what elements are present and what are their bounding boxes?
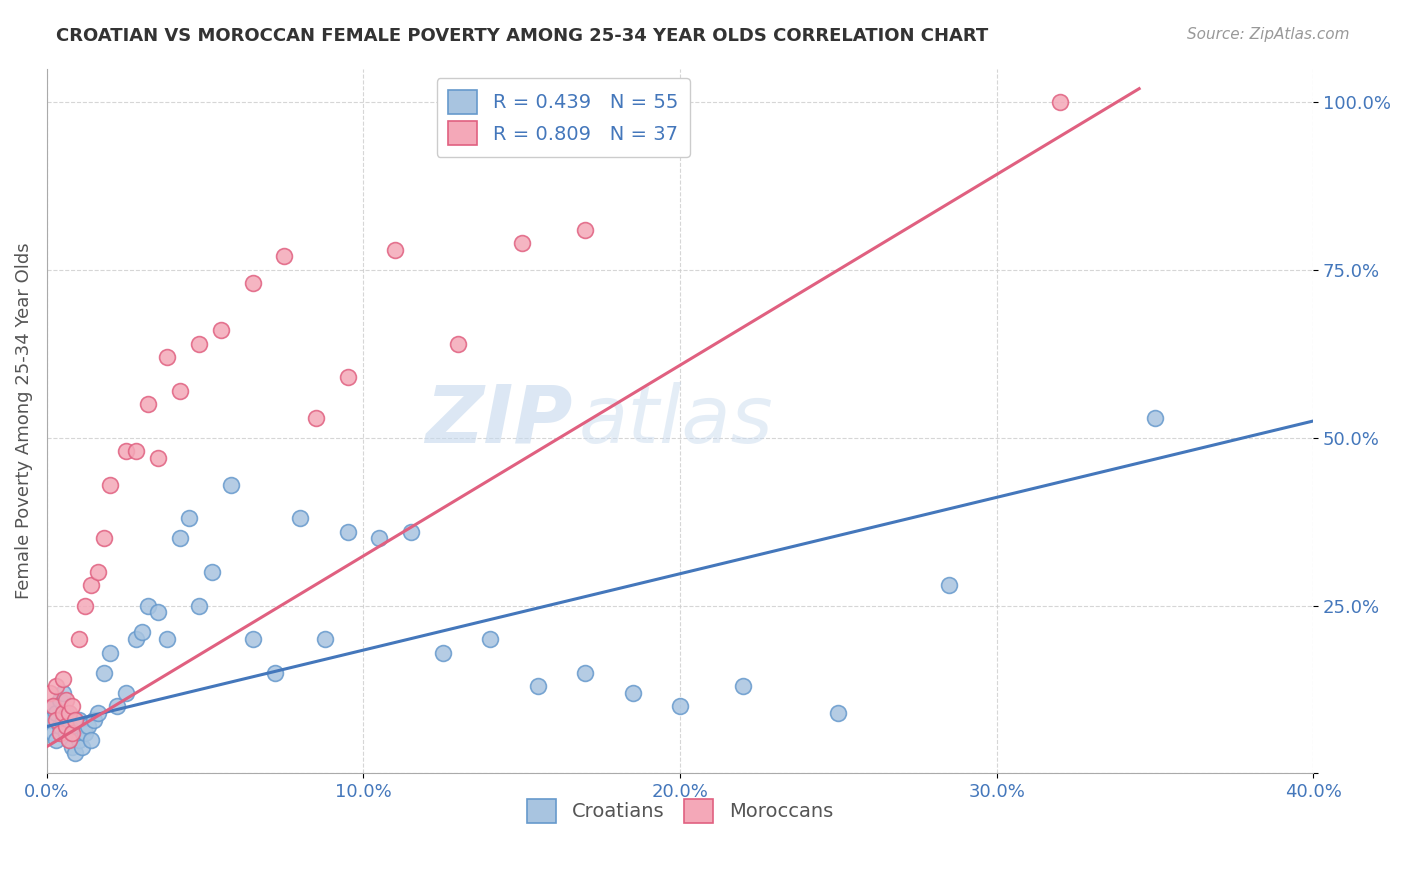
Point: [179, 511, 201, 525]
Point: [621, 686, 644, 700]
Point: [733, 679, 755, 693]
Point: [93, 665, 115, 680]
Point: [156, 632, 179, 647]
Point: [187, 336, 209, 351]
Point: [169, 384, 191, 398]
Point: [60, 699, 83, 714]
Point: [124, 444, 146, 458]
Point: [55, 706, 77, 720]
Point: [526, 679, 548, 693]
Point: [263, 665, 285, 680]
Point: [479, 632, 502, 647]
Point: [45, 732, 67, 747]
Text: CROATIAN VS MOROCCAN FEMALE POVERTY AMONG 25-34 YEAR OLDS CORRELATION CHART: CROATIAN VS MOROCCAN FEMALE POVERTY AMON…: [56, 27, 988, 45]
Point: [39, 686, 62, 700]
Point: [273, 250, 295, 264]
Point: [336, 370, 359, 384]
Point: [209, 323, 232, 337]
Point: [58, 719, 80, 733]
Point: [305, 410, 328, 425]
Point: [200, 565, 222, 579]
Point: [60, 726, 83, 740]
Point: [58, 732, 80, 747]
Point: [447, 336, 470, 351]
Point: [98, 477, 121, 491]
Text: atlas: atlas: [579, 382, 773, 460]
Point: [42, 726, 65, 740]
Text: Source: ZipAtlas.com: Source: ZipAtlas.com: [1187, 27, 1350, 42]
Point: [67, 732, 90, 747]
Point: [52, 673, 75, 687]
Point: [146, 605, 169, 619]
Point: [52, 686, 75, 700]
Point: [368, 532, 391, 546]
Point: [42, 699, 65, 714]
Point: [48, 719, 70, 733]
Point: [827, 706, 849, 720]
Point: [288, 511, 311, 525]
Point: [52, 713, 75, 727]
Point: [315, 632, 337, 647]
Point: [669, 699, 692, 714]
Point: [156, 350, 179, 364]
Y-axis label: Female Poverty Among 25-34 Year Olds: Female Poverty Among 25-34 Year Olds: [15, 243, 32, 599]
Point: [510, 236, 533, 251]
Point: [187, 599, 209, 613]
Point: [65, 747, 87, 761]
Point: [98, 646, 121, 660]
Point: [70, 739, 93, 754]
Point: [39, 713, 62, 727]
Point: [48, 692, 70, 706]
Point: [52, 706, 75, 720]
Point: [55, 692, 77, 706]
Point: [42, 699, 65, 714]
Point: [55, 719, 77, 733]
Text: ZIP: ZIP: [425, 382, 572, 460]
Point: [115, 686, 138, 700]
Point: [169, 532, 191, 546]
Point: [80, 578, 103, 592]
Legend: Croatians, Moroccans: Croatians, Moroccans: [516, 787, 845, 834]
Point: [93, 532, 115, 546]
Point: [73, 726, 96, 740]
Point: [67, 713, 90, 727]
Point: [131, 625, 153, 640]
Point: [86, 706, 108, 720]
Point: [136, 599, 159, 613]
Point: [146, 450, 169, 465]
Point: [399, 524, 422, 539]
Point: [1143, 410, 1166, 425]
Point: [55, 726, 77, 740]
Point: [105, 699, 128, 714]
Point: [336, 524, 359, 539]
Point: [1049, 95, 1071, 109]
Point: [242, 277, 264, 291]
Point: [83, 713, 105, 727]
Point: [86, 565, 108, 579]
Point: [432, 646, 454, 660]
Point: [938, 578, 960, 592]
Point: [65, 713, 87, 727]
Point: [45, 713, 67, 727]
Point: [384, 243, 406, 257]
Point: [73, 599, 96, 613]
Point: [124, 632, 146, 647]
Point: [77, 719, 100, 733]
Point: [242, 632, 264, 647]
Point: [574, 222, 596, 236]
Point: [60, 739, 83, 754]
Point: [58, 706, 80, 720]
Point: [45, 679, 67, 693]
Point: [115, 444, 138, 458]
Point: [58, 732, 80, 747]
Point: [60, 726, 83, 740]
Point: [67, 632, 90, 647]
Point: [574, 665, 596, 680]
Point: [48, 726, 70, 740]
Point: [136, 397, 159, 411]
Point: [80, 732, 103, 747]
Point: [219, 477, 242, 491]
Point: [45, 706, 67, 720]
